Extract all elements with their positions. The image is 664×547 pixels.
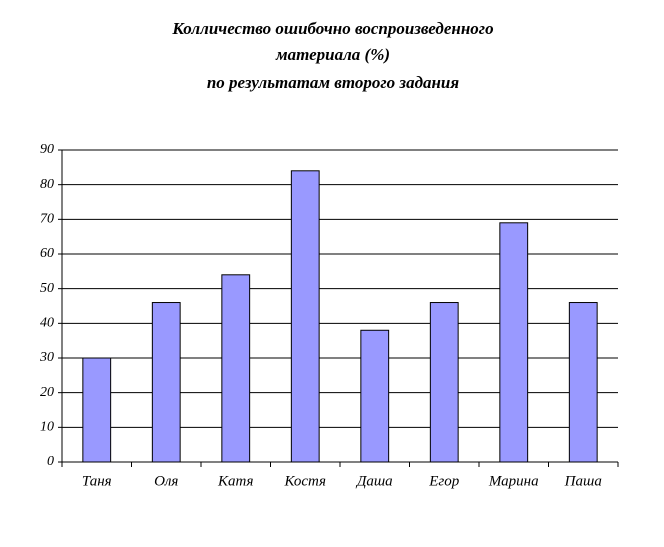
y-tick-label: 50 xyxy=(40,281,54,296)
x-tick-label: Даша xyxy=(355,473,393,489)
x-tick-label: Паша xyxy=(564,473,602,489)
bar xyxy=(429,302,459,463)
y-tick-label: 60 xyxy=(40,246,54,261)
y-tick-label: 20 xyxy=(40,385,54,400)
y-tick-label: 90 xyxy=(40,142,54,157)
bar xyxy=(290,170,320,463)
y-tick-label: 30 xyxy=(39,350,54,365)
bar xyxy=(568,302,598,463)
y-tick-label: 0 xyxy=(47,454,54,469)
x-tick-label: Костя xyxy=(283,473,326,489)
bar xyxy=(360,329,390,463)
chart-title: по результатам второго задания xyxy=(207,73,460,92)
x-tick-label: Катя xyxy=(217,473,253,489)
y-tick-label: 80 xyxy=(40,177,54,192)
y-tick-label: 10 xyxy=(40,420,54,435)
bar xyxy=(151,302,181,463)
x-tick-label: Егор xyxy=(428,473,460,489)
bar xyxy=(499,222,529,463)
x-tick-label: Таня xyxy=(82,473,112,489)
bar xyxy=(221,274,251,463)
x-tick-label: Оля xyxy=(154,473,178,489)
chart-title: материала (%) xyxy=(275,45,390,64)
chart-title: Колличество ошибочно воспроизведенного xyxy=(171,19,493,38)
y-tick-label: 70 xyxy=(40,212,54,227)
y-tick-label: 40 xyxy=(40,316,54,331)
bar xyxy=(82,357,112,463)
x-tick-label: Марина xyxy=(488,473,539,489)
